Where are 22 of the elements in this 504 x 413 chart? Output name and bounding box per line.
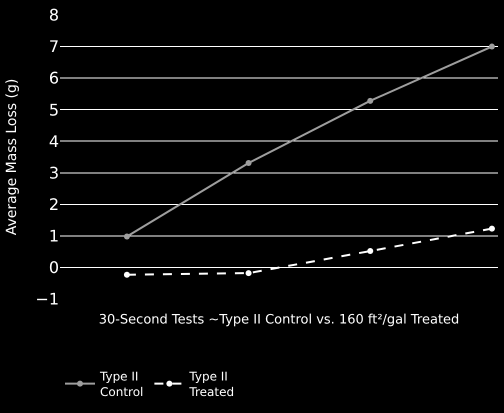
x-axis-title: 30-Second Tests ~Type II Control vs. 160 ft²/gal Treated: [98, 312, 460, 328]
point: [488, 44, 495, 50]
point: [246, 270, 252, 276]
legend-label: Type II Control: [99, 369, 144, 400]
point: [488, 226, 495, 232]
y-tick-label: 5: [48, 100, 59, 120]
point: [124, 234, 130, 240]
y-tick-label: 0: [48, 258, 59, 278]
y-tick-label: 8: [48, 6, 59, 25]
y-tick-label: 1: [48, 226, 59, 246]
y-tick-label: 2: [48, 194, 59, 214]
point: [124, 272, 130, 278]
y-tick-label: 4: [48, 132, 59, 151]
legend-label: Type II Treated: [188, 369, 234, 400]
point: [246, 160, 252, 166]
point: [367, 248, 374, 254]
point: [367, 98, 374, 104]
y-tick-label: 7: [48, 37, 59, 56]
y-tick-label: 3: [48, 163, 59, 182]
y-axis-title: Average Mass Loss (g): [4, 78, 20, 236]
y-tick-label: −1: [35, 290, 59, 309]
y-tick-label: 6: [48, 68, 59, 88]
